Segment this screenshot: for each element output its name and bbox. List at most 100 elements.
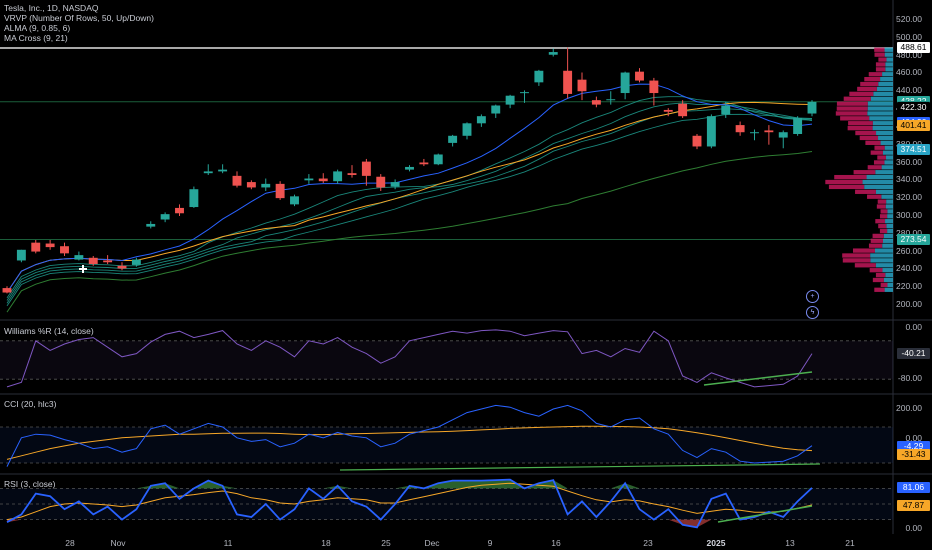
candle-body [649, 81, 658, 93]
vrvp-row-down [875, 219, 885, 223]
cci-signal-tag: -31.43 [897, 449, 930, 460]
vrvp-row-up [876, 131, 893, 135]
candle-body [779, 132, 788, 137]
date-tick-label: 2025 [707, 538, 726, 548]
vrvp-row-down [869, 244, 882, 248]
price-tick-label: 360.00 [886, 157, 922, 167]
vrvp-row-down [874, 48, 884, 52]
cci-title[interactable]: CCI (20, hlc3) [4, 399, 56, 409]
vrvp-legend[interactable]: VRVP (Number Of Rows, 50, Up/Down) [4, 13, 154, 23]
candle-body [736, 125, 745, 132]
candle-body [391, 182, 400, 186]
price-tick-label: 260.00 [886, 246, 922, 256]
cci-trendline [340, 464, 820, 470]
candle-body [549, 52, 558, 55]
candle-body [592, 100, 601, 104]
date-tick-label: Dec [424, 538, 439, 548]
vrvp-row-down [868, 165, 882, 169]
willr-tick-label: -80.00 [886, 373, 922, 383]
vrvp-row-down [865, 141, 880, 145]
price-tag: 422.30 [897, 102, 930, 113]
price-tick-label: 220.00 [886, 281, 922, 291]
vrvp-row-down [860, 136, 878, 140]
vrvp-row-down [842, 253, 870, 257]
vrvp-row-up [871, 97, 893, 101]
vrvp-row-down [870, 268, 883, 272]
price-tick-label: 440.00 [886, 85, 922, 95]
rsi-title[interactable]: RSI (3, close) [4, 479, 56, 489]
candle-body [448, 136, 457, 143]
cci-band [0, 427, 893, 463]
price-tick-label: 340.00 [886, 174, 922, 184]
candle-body [693, 136, 702, 147]
candle-body [89, 258, 98, 264]
vrvp-row-down [848, 121, 873, 125]
candle-body [161, 214, 170, 219]
candle-body [189, 189, 198, 207]
candle-body [506, 96, 515, 105]
candle-body [348, 173, 357, 175]
date-tick-label: Nov [110, 538, 125, 548]
vrvp-row-down [855, 131, 876, 135]
vrvp-row-down [854, 170, 876, 174]
date-tick-label: 16 [551, 538, 560, 548]
price-tick-label: 520.00 [886, 14, 922, 24]
vrvp-row-down [864, 77, 880, 81]
vrvp-row-down [844, 97, 871, 101]
date-tick-label: 28 [65, 538, 74, 548]
candle-body [333, 171, 342, 181]
price-tag: 488.61 [897, 42, 930, 53]
vrvp-row-down [855, 263, 876, 267]
date-tick-label: 18 [321, 538, 330, 548]
vrvp-row-down [873, 278, 884, 282]
lightning-icon[interactable]: ϟ [806, 306, 819, 319]
vrvp-row-down [874, 288, 884, 292]
candle-body [204, 171, 213, 173]
vrvp-row-down [874, 146, 884, 150]
chart-canvas[interactable] [0, 0, 932, 550]
candle-body [233, 176, 242, 186]
rsi-tick-label: 0.00 [886, 523, 922, 533]
candle-body [60, 246, 69, 253]
candle-body [247, 182, 256, 187]
candle-body [319, 179, 328, 182]
candle-body [463, 123, 472, 135]
candle-body [793, 118, 802, 134]
vrvp-row-down [876, 62, 885, 66]
vrvp-row-down [825, 180, 862, 184]
cci-tick-label: 200.00 [886, 403, 922, 413]
chart-legend: Tesla, Inc., 1D, NASDAQ VRVP (Number Of … [4, 3, 154, 43]
vrvp-row-up [880, 77, 893, 81]
vrvp-row-up [886, 204, 893, 208]
plus-circle-icon[interactable]: + [806, 290, 819, 303]
vrvp-row-down [836, 111, 867, 115]
date-tick-label: 23 [643, 538, 652, 548]
candle-body [103, 260, 112, 262]
candle-body [132, 260, 141, 265]
vrvp-row-down [878, 199, 886, 203]
vrvp-row-down [874, 160, 884, 164]
candle-body [290, 196, 299, 204]
date-tick-label: 21 [845, 538, 854, 548]
candle-body [534, 71, 543, 83]
price-tag: 273.54 [897, 234, 930, 245]
vrvp-row-up [870, 258, 893, 262]
williams-title[interactable]: Williams %R (14, close) [4, 326, 94, 336]
ma-cross-legend[interactable]: MA Cross (9, 21) [4, 33, 154, 43]
candle-body [578, 80, 587, 92]
vrvp-row-down [869, 72, 882, 76]
rsi-signal-tag: 47.87 [897, 500, 930, 511]
vrvp-row-down [873, 234, 884, 238]
candle-body [520, 92, 529, 93]
alma-legend[interactable]: ALMA (9, 0.85, 6) [4, 23, 154, 33]
price-tick-label: 500.00 [886, 32, 922, 42]
date-tick-label: 25 [381, 538, 390, 548]
vrvp-row-down [877, 204, 886, 208]
vrvp-row-down [837, 101, 868, 105]
willr-band [0, 341, 893, 379]
vrvp-row-up [864, 185, 893, 189]
willr-value-tag: -40.21 [897, 348, 930, 359]
candle-body [74, 255, 83, 259]
long-ma-line [7, 152, 812, 313]
candle-body [477, 116, 486, 123]
